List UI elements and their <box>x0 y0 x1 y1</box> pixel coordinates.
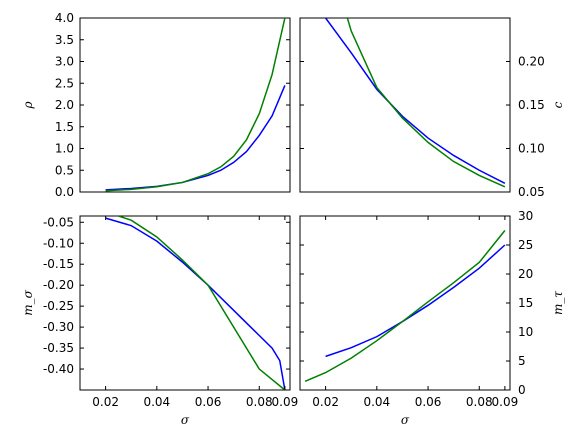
y-tick-label: 0.10 <box>518 142 545 156</box>
y-tick-label: -0.15 <box>43 257 74 271</box>
x-tick-label: 0.02 <box>312 395 339 409</box>
y-tick-label: 25 <box>518 238 533 252</box>
panel-bottom-left: -0.05 -0.10 -0.15 -0.20 -0.25 -0.30 -0.35 -0.40… <box>21 215 298 427</box>
y-axis-label: ρ <box>21 101 35 109</box>
y-tick-label: 2.0 <box>55 98 74 112</box>
y-tick-label: 3.5 <box>55 33 74 47</box>
x-tick-label: 0.04 <box>363 395 390 409</box>
x-tick-label: 0.09 <box>492 395 519 409</box>
y-tick-label: 4.0 <box>55 11 74 25</box>
axes-frame <box>79 215 291 391</box>
axes-frame <box>299 215 511 391</box>
y-tick-label: 15 <box>518 296 533 310</box>
y-axis-label: c <box>551 101 565 108</box>
x-tick-label: 0.08 <box>246 395 273 409</box>
y-tick-label: 1.5 <box>55 120 74 134</box>
y-tick-label: -0.20 <box>43 278 74 292</box>
y-tick-label: 0.0 <box>55 185 74 199</box>
series-line-2 <box>105 18 286 192</box>
y-tick-label: 30 <box>518 209 533 223</box>
y-tick-label: 0.20 <box>518 55 545 69</box>
series-line-1 <box>325 18 506 184</box>
x-tick-label: 0.04 <box>143 395 170 409</box>
panel-top-left: 0.0 0.5 1.0 1.5 2.0 2.5 3.0 3.5 4.0 ρ <box>21 11 291 199</box>
axes-frame <box>79 17 291 193</box>
axes-frame <box>299 17 511 193</box>
panel-top-right: 0.05 0.10 0.15 0.20 c <box>299 17 565 199</box>
series-line-1 <box>325 244 506 358</box>
y-tick-label: -0.30 <box>43 320 74 334</box>
x-axis-label: σ <box>181 413 190 427</box>
y-tick-label: -0.25 <box>43 299 74 313</box>
y-axis-label: m_τ <box>551 291 565 315</box>
x-tick-label: 0.06 <box>195 395 222 409</box>
panels: 0.0 0.5 1.0 1.5 2.0 2.5 3.0 3.5 4.0 ρ 0.05 0.10 0.15… <box>21 11 565 427</box>
y-tick-label: -0.05 <box>43 215 74 229</box>
y-tick-label: 0.5 <box>55 163 74 177</box>
y-tick-label: 0 <box>518 383 526 397</box>
x-tick-label: 0.06 <box>415 395 442 409</box>
y-tick-label: 0.15 <box>518 98 545 112</box>
y-tick-label: 10 <box>518 325 533 339</box>
x-axis-label: σ <box>401 413 410 427</box>
y-tick-label: 1.0 <box>55 142 74 156</box>
panel-bottom-right: 0 5 10 15 20 25 30 0.02 0.04 0.06 0.080.09 σ m_τ <box>299 209 565 427</box>
y-tick-label: 20 <box>518 267 533 281</box>
x-tick-label: 0.02 <box>92 395 119 409</box>
series-line-2 <box>304 230 506 382</box>
series-line-2 <box>118 216 286 390</box>
y-tick-label: 0.05 <box>518 185 545 199</box>
y-tick-label: -0.10 <box>43 236 74 250</box>
y-axis-label: m_σ <box>21 289 35 315</box>
y-tick-label: -0.35 <box>43 341 74 355</box>
y-tick-label: -0.40 <box>43 362 74 376</box>
y-tick-label: 5 <box>518 354 526 368</box>
x-tick-label: 0.09 <box>272 395 299 409</box>
y-tick-label: 3.0 <box>55 55 74 69</box>
x-tick-label: 0.08 <box>466 395 493 409</box>
y-tick-label: 2.5 <box>55 76 74 90</box>
series-line-1 <box>105 217 286 390</box>
series-line-2 <box>346 18 506 188</box>
